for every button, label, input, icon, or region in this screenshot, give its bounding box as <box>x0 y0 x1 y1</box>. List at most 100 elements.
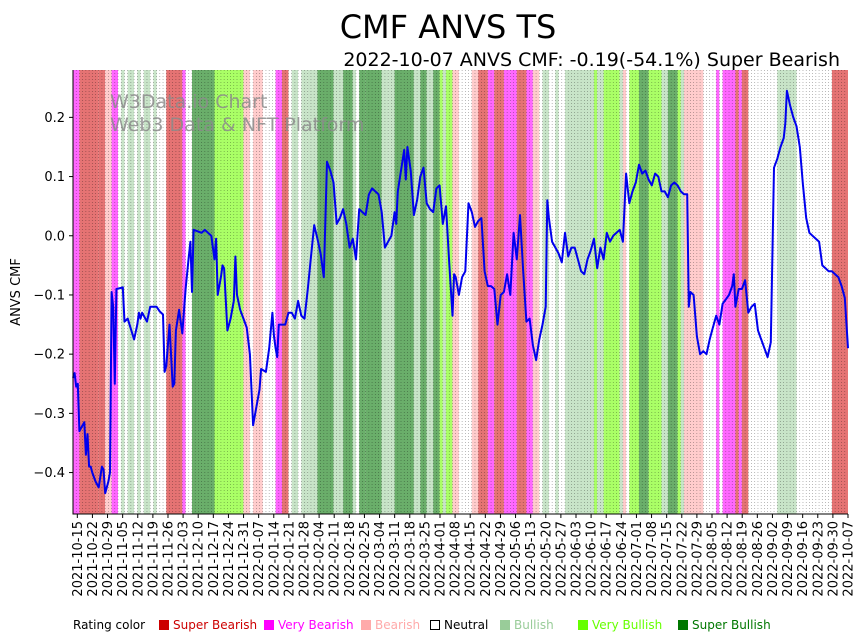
band-super-bearish <box>478 70 488 514</box>
band-super-bullish <box>667 70 678 514</box>
band-bearish <box>243 70 250 514</box>
legend-label-very-bullish: Very Bullish <box>592 618 662 632</box>
legend-label-super-bearish: Super Bearish <box>173 618 257 632</box>
legend-swatch-bullish <box>500 620 510 630</box>
x-tick-label: 2021-12-31 <box>237 521 252 597</box>
band-very-bearish <box>526 70 533 514</box>
x-tick-label: 2022-05-13 <box>524 521 539 597</box>
band-bullish <box>426 70 434 514</box>
band-very-bullish <box>214 70 244 514</box>
legend-swatch-very-bearish <box>264 620 274 630</box>
y-tick-label: 0.0 <box>44 229 65 244</box>
x-tick-label: 2022-05-27 <box>554 521 569 597</box>
x-tick-label: 2022-09-30 <box>826 521 841 597</box>
cmf-series-line <box>72 89 849 495</box>
band-bullish <box>565 70 594 514</box>
band-very-bearish <box>510 70 517 514</box>
band-super-bullish <box>638 70 649 514</box>
rating-bands <box>73 70 848 514</box>
y-tick-label: −0.4 <box>33 466 65 481</box>
y-tick-label: −0.3 <box>33 407 65 422</box>
band-bullish <box>680 70 684 514</box>
legend-label-bearish: Bearish <box>375 618 420 632</box>
band-super-bearish <box>735 70 739 514</box>
x-tick-label: 2022-07-08 <box>645 521 660 597</box>
x-tick-label: 2022-08-26 <box>751 521 766 597</box>
chart-title: CMF ANVS TS <box>340 8 557 46</box>
band-bearish <box>253 70 263 514</box>
band-very-bullish <box>677 70 681 514</box>
x-tick-label: 2022-04-29 <box>494 521 509 597</box>
band-bullish <box>127 70 135 514</box>
band-bullish <box>291 70 299 514</box>
y-tick-label: −0.1 <box>33 288 65 303</box>
band-super-bearish <box>494 70 504 514</box>
band-super-bullish <box>394 70 402 514</box>
band-bearish <box>471 70 479 514</box>
band-bearish <box>683 70 704 514</box>
legend-title: Rating color <box>73 618 145 632</box>
x-tick-label: 2021-11-19 <box>146 521 161 597</box>
x-tick-label: 2022-06-10 <box>585 521 600 597</box>
band-bullish <box>597 70 604 514</box>
x-tick-label: 2022-03-18 <box>403 521 418 597</box>
legend-label-neutral: Neutral <box>444 618 488 632</box>
band-super-bullish <box>343 70 353 514</box>
x-tick-label: 2021-10-22 <box>86 521 101 597</box>
legend-swatch-very-bullish <box>578 620 588 630</box>
x-tick-label: 2022-04-22 <box>479 521 494 597</box>
band-bullish <box>137 70 141 514</box>
x-tick-label: 2022-09-09 <box>781 521 796 597</box>
x-tick-label: 2022-05-20 <box>539 521 554 597</box>
legend-swatch-super-bearish <box>159 620 169 630</box>
x-tick-label: 2022-02-25 <box>358 521 373 597</box>
rating-legend: Rating color Super Bearish Very Bearish Be… <box>73 618 771 632</box>
band-super-bullish <box>191 70 215 514</box>
band-super-bearish <box>98 70 106 514</box>
band-super-bearish <box>741 70 749 514</box>
band-bullish <box>333 70 344 514</box>
x-tick-label: 2022-07-15 <box>660 521 675 597</box>
x-tick-label: 2022-09-02 <box>766 521 781 597</box>
watermark-line-2: Web3 Data & NFT Platform <box>110 114 364 136</box>
band-super-bullish <box>433 70 440 514</box>
x-tick-label: 2022-10-07 <box>842 521 857 597</box>
band-very-bearish <box>275 70 283 514</box>
x-tick-label: 2022-08-19 <box>736 521 751 597</box>
x-tick-label: 2021-11-12 <box>131 521 146 597</box>
band-very-bearish <box>73 70 80 514</box>
band-super-bullish <box>359 70 366 514</box>
y-tick-label: 0.1 <box>44 170 65 185</box>
band-very-bearish <box>487 70 495 514</box>
x-tick-label: 2022-05-06 <box>509 521 524 597</box>
x-tick-label: 2021-11-05 <box>116 521 131 597</box>
y-tick-label: −0.2 <box>33 348 65 363</box>
watermark-line-1: W3Data.io Chart <box>110 91 267 113</box>
x-tick-label: 2021-12-17 <box>207 521 222 597</box>
x-tick-label: 2022-02-04 <box>313 521 328 597</box>
x-axis-ticks: 2021-10-15 2021-10-22 2021-10-29 2021-11-05… <box>71 514 857 597</box>
x-tick-label: 2022-06-03 <box>570 521 585 597</box>
x-tick-label: 2021-12-03 <box>177 521 192 597</box>
band-bullish <box>381 70 389 514</box>
x-tick-label: 2022-07-29 <box>690 521 705 597</box>
band-bearish <box>532 70 540 514</box>
x-tick-label: 2022-06-24 <box>615 521 630 597</box>
band-super-bearish <box>282 70 289 514</box>
legend-swatch-super-bullish <box>678 620 688 630</box>
x-tick-label: 2022-08-12 <box>721 521 736 597</box>
x-tick-label: 2022-01-21 <box>282 521 297 597</box>
legend-label-super-bullish: Super Bullish <box>692 618 771 632</box>
x-tick-label: 2021-12-24 <box>222 521 237 597</box>
x-tick-label: 2022-01-07 <box>252 521 267 597</box>
band-super-bearish <box>166 70 183 514</box>
band-super-bullish <box>365 70 382 514</box>
band-bullish <box>153 70 157 514</box>
x-tick-label: 2022-01-28 <box>298 521 313 597</box>
x-tick-label: 2022-09-16 <box>796 521 811 597</box>
x-tick-label: 2022-08-05 <box>706 521 721 597</box>
x-tick-label: 2021-10-29 <box>101 521 116 597</box>
y-tick-label: 0.2 <box>44 111 65 126</box>
band-bullish <box>777 70 797 514</box>
band-super-bullish <box>420 70 427 514</box>
